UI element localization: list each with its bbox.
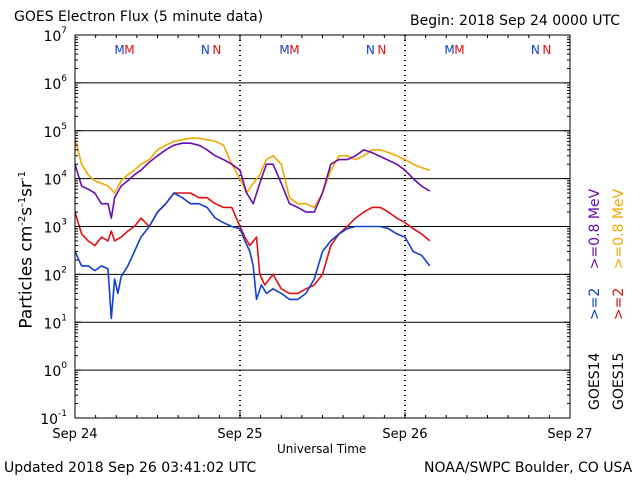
marker-N-GOES15: N bbox=[542, 43, 551, 57]
y-tick-label: 103 bbox=[43, 218, 67, 237]
marker-M-GOES14: M bbox=[114, 43, 124, 57]
y-tick-exponent: 0 bbox=[61, 361, 67, 371]
legend-goes14-name: GOES14 bbox=[587, 352, 603, 410]
legend-goes14-low: >=0.8 MeV bbox=[587, 188, 603, 270]
x-tick-label: Sep 24 bbox=[52, 427, 97, 442]
y-tick-exponent: -1 bbox=[58, 409, 67, 419]
y-tick-label: 101 bbox=[43, 313, 67, 332]
y-tick-exponent: 2 bbox=[61, 265, 67, 275]
y-tick-label: 100 bbox=[43, 361, 67, 380]
y-tick-exponent: 6 bbox=[61, 74, 67, 84]
series-line-1 bbox=[74, 142, 431, 219]
begin-label: Begin: 2018 Sep 24 0000 UTC bbox=[410, 13, 621, 29]
legend-goes15: GOES15 >=2 >=0.8 MeV bbox=[611, 188, 627, 410]
x-axis-label: Universal Time bbox=[277, 442, 367, 456]
marker-N-GOES14: N bbox=[531, 43, 540, 57]
chart-title: GOES Electron Flux (5 minute data) bbox=[14, 9, 264, 25]
marker-M-GOES15: M bbox=[454, 43, 464, 57]
y-tick-exponent: 4 bbox=[61, 170, 67, 180]
y-axis-label-text: Particles cm bbox=[16, 225, 37, 329]
y-tick-exponent: 3 bbox=[61, 218, 67, 228]
marker-N-GOES15: N bbox=[377, 43, 386, 57]
y-tick-exponent: 5 bbox=[61, 122, 67, 132]
marker-N-GOES14: N bbox=[366, 43, 375, 57]
series-lines bbox=[74, 137, 431, 320]
y-tick-label: 102 bbox=[43, 265, 67, 284]
marker-M-GOES15: M bbox=[124, 43, 134, 57]
y-tick-exponent: 1 bbox=[61, 313, 67, 323]
x-tick-label: Sep 26 bbox=[382, 427, 427, 442]
y-tick-label: 10-1 bbox=[40, 409, 67, 428]
series-line-0 bbox=[74, 137, 431, 209]
credit-label: NOAA/SWPC Boulder, CO USA bbox=[424, 460, 633, 476]
marker-M-GOES14: M bbox=[444, 43, 454, 57]
updated-label: Updated 2018 Sep 26 03:41:02 UTC bbox=[4, 460, 257, 476]
marker-M-GOES14: M bbox=[279, 43, 289, 57]
x-tick-label: Sep 27 bbox=[547, 427, 592, 442]
legend-goes14-high: >=2 bbox=[587, 287, 603, 321]
y-tick-label: 104 bbox=[43, 170, 67, 189]
x-axis-ticks: Sep 24 Sep 25 Sep 26 Sep 27 bbox=[52, 35, 593, 442]
legend-goes14: GOES14 >=2 >=0.8 MeV bbox=[587, 188, 603, 410]
legend-goes15-high: >=2 bbox=[611, 287, 627, 321]
y-tick-exponent: 7 bbox=[61, 26, 67, 36]
y-axis-label: Particles cm-2s-1sr-1 bbox=[16, 171, 37, 329]
legend-goes15-name: GOES15 bbox=[611, 352, 627, 410]
y-tick-label: 107 bbox=[43, 26, 67, 45]
y-tick-label: 106 bbox=[43, 74, 67, 93]
x-tick-label: Sep 25 bbox=[217, 427, 262, 442]
y-tick-label: 105 bbox=[43, 122, 67, 141]
marker-N-GOES15: N bbox=[212, 43, 221, 57]
marker-N-GOES14: N bbox=[201, 43, 210, 57]
legend-goes15-low: >=0.8 MeV bbox=[611, 188, 627, 270]
series-line-2 bbox=[74, 192, 431, 295]
marker-M-GOES15: M bbox=[289, 43, 299, 57]
series-line-3 bbox=[74, 192, 431, 320]
